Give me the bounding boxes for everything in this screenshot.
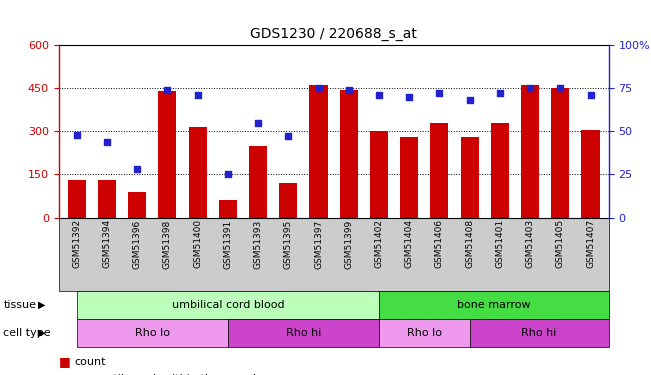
- Bar: [68, 180, 86, 218]
- Point: [102, 139, 112, 145]
- Bar: [158, 91, 176, 218]
- Text: cell type: cell type: [3, 328, 51, 338]
- Bar: [189, 127, 207, 218]
- Text: GSM51398: GSM51398: [163, 219, 172, 268]
- Text: umbilical cord blood: umbilical cord blood: [171, 300, 284, 310]
- Point: [283, 134, 294, 140]
- Text: GSM51392: GSM51392: [72, 219, 81, 268]
- Point: [253, 120, 263, 126]
- Point: [585, 92, 596, 98]
- Text: count: count: [75, 357, 106, 367]
- Point: [193, 92, 203, 98]
- Bar: [491, 123, 509, 218]
- Bar: [581, 130, 600, 218]
- Text: GSM51406: GSM51406: [435, 219, 444, 268]
- Text: GSM51393: GSM51393: [254, 219, 262, 268]
- Bar: [461, 137, 478, 218]
- Point: [132, 166, 143, 172]
- Point: [404, 94, 415, 100]
- Text: GSM51403: GSM51403: [525, 219, 534, 268]
- Text: GSM51402: GSM51402: [374, 219, 383, 268]
- Text: GSM51405: GSM51405: [556, 219, 565, 268]
- Text: GSM51396: GSM51396: [133, 219, 142, 268]
- Point: [162, 87, 173, 93]
- Bar: [400, 137, 418, 218]
- Bar: [219, 200, 237, 217]
- Point: [313, 85, 324, 91]
- Text: ■: ■: [59, 372, 70, 375]
- Text: Rho hi: Rho hi: [521, 328, 557, 338]
- Point: [374, 92, 384, 98]
- Text: GSM51391: GSM51391: [223, 219, 232, 268]
- Text: GSM51400: GSM51400: [193, 219, 202, 268]
- Text: ▶: ▶: [38, 300, 46, 310]
- Point: [223, 171, 233, 177]
- Point: [464, 97, 475, 103]
- Bar: [249, 146, 267, 218]
- Bar: [279, 183, 298, 218]
- Text: ■: ■: [59, 356, 70, 368]
- Bar: [551, 88, 570, 218]
- Point: [434, 90, 445, 96]
- Bar: [128, 192, 146, 217]
- Point: [555, 85, 566, 91]
- Text: Rho lo: Rho lo: [407, 328, 442, 338]
- Bar: [309, 85, 327, 218]
- Text: Rho hi: Rho hi: [286, 328, 321, 338]
- Text: GSM51408: GSM51408: [465, 219, 474, 268]
- Bar: [98, 180, 116, 218]
- Text: GSM51404: GSM51404: [405, 219, 413, 268]
- Text: Rho lo: Rho lo: [135, 328, 170, 338]
- Text: GSM51397: GSM51397: [314, 219, 323, 268]
- Point: [344, 87, 354, 93]
- Bar: [370, 131, 388, 218]
- Text: GSM51395: GSM51395: [284, 219, 293, 268]
- Bar: [521, 85, 539, 218]
- Text: percentile rank within the sample: percentile rank within the sample: [75, 374, 263, 375]
- Bar: [430, 123, 449, 218]
- Text: tissue: tissue: [3, 300, 36, 310]
- Text: GDS1230 / 220688_s_at: GDS1230 / 220688_s_at: [250, 27, 417, 41]
- Point: [72, 132, 82, 138]
- Text: GSM51394: GSM51394: [102, 219, 111, 268]
- Bar: [340, 90, 358, 218]
- Text: GSM51401: GSM51401: [495, 219, 505, 268]
- Point: [495, 90, 505, 96]
- Text: GSM51399: GSM51399: [344, 219, 353, 268]
- Point: [525, 85, 535, 91]
- Text: bone marrow: bone marrow: [457, 300, 531, 310]
- Text: ▶: ▶: [38, 328, 46, 338]
- Text: GSM51407: GSM51407: [586, 219, 595, 268]
